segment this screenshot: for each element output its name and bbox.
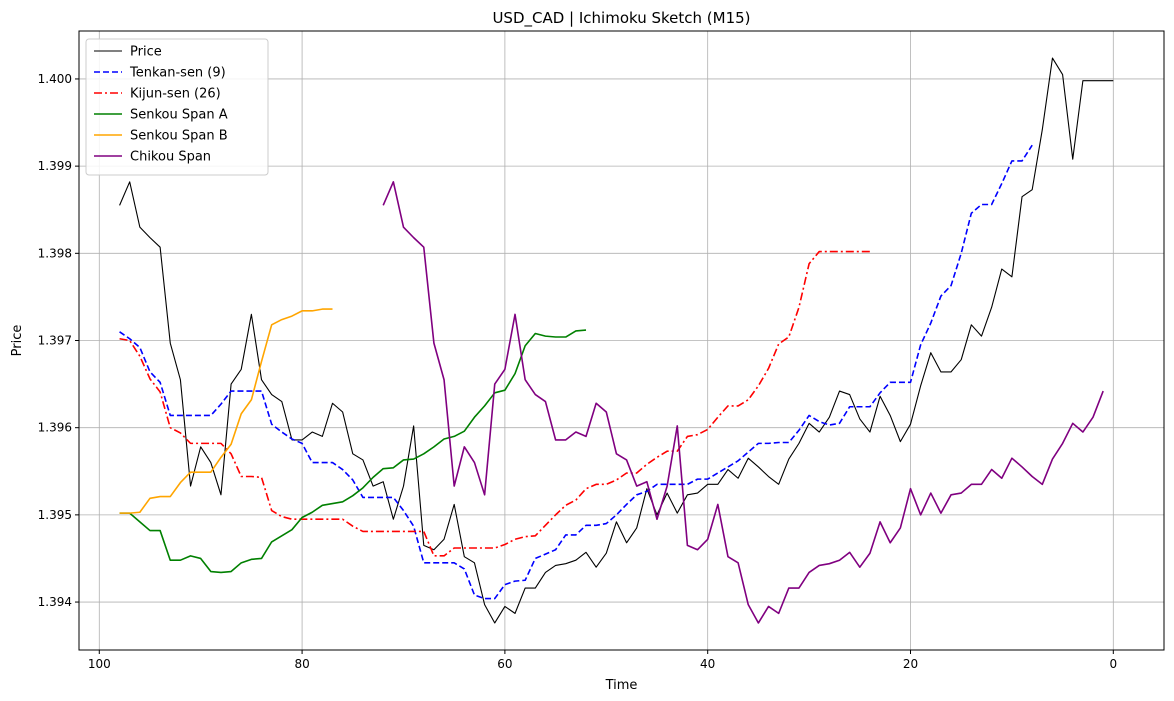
x-axis-title: Time xyxy=(605,678,638,693)
x-tick-label: 100 xyxy=(88,657,111,671)
y-tick-label: 1.396 xyxy=(38,421,72,435)
series-line-senkou-span-b xyxy=(119,308,333,514)
legend-label-tenkan-sen-9: Tenkan-sen (9) xyxy=(129,66,226,81)
series-layer xyxy=(119,57,1114,624)
legend-label-price: Price xyxy=(130,45,162,60)
y-tick-label: 1.398 xyxy=(38,246,72,260)
x-tick-label: 60 xyxy=(497,657,512,671)
y-tick-label: 1.395 xyxy=(38,508,72,522)
grid-lines xyxy=(79,31,1164,650)
x-tick-label: 40 xyxy=(700,657,715,671)
series-line-chikou-span xyxy=(382,181,1104,624)
series-line-price xyxy=(119,57,1114,624)
legend-box xyxy=(85,38,269,176)
y-tick-label: 1.397 xyxy=(38,334,72,348)
chart-title: USD_CAD | Ichimoku Sketch (M15) xyxy=(492,9,750,28)
x-tick-label: 80 xyxy=(294,657,309,671)
y-tick-label: 1.400 xyxy=(38,72,72,86)
x-tick-label: 20 xyxy=(903,657,918,671)
x-tick-label: 0 xyxy=(1109,657,1117,671)
axis-ticks: 100 80 60 40 20 0 1.394 1.395 1.396 1.397 1.398 1.3… xyxy=(38,72,1117,671)
legend-label-senkou-span-a: Senkou Span A xyxy=(130,108,228,123)
legend: Price Tenkan-sen (9) Kijun-sen (26) Senkou … xyxy=(85,38,269,176)
y-axis-title: Price xyxy=(10,325,25,357)
series-line-tenkan-sen-9 xyxy=(119,144,1033,600)
legend-label-kijun-sen-26: Kijun-sen (26) xyxy=(130,87,221,102)
legend-label-senkou-span-b: Senkou Span B xyxy=(130,129,228,144)
series-line-senkou-span-a xyxy=(119,329,587,574)
legend-label-chikou-span: Chikou Span xyxy=(130,150,211,165)
y-tick-label: 1.399 xyxy=(38,159,72,173)
y-tick-label: 1.394 xyxy=(38,595,72,609)
